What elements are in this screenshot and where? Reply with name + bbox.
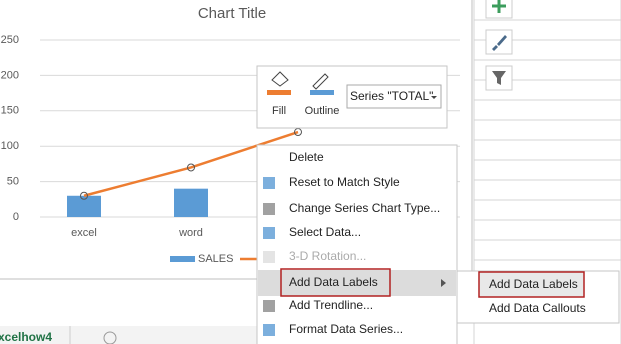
menu-item[interactable]: Format Data Series... bbox=[289, 322, 403, 336]
brush-icon bbox=[492, 35, 507, 51]
line bbox=[83, 130, 299, 197]
menu-item[interactable]: Delete bbox=[289, 150, 324, 164]
selection-handle bbox=[294, 128, 302, 137]
menu-item[interactable]: Reset to Match Style bbox=[289, 175, 400, 189]
mini-toolbar: Fill Outline Series "TOTAL" bbox=[256, 65, 448, 129]
y-tick-label: 0 bbox=[13, 211, 19, 223]
x-tick-label: word bbox=[178, 227, 203, 239]
y-tick-label: 100 bbox=[1, 140, 19, 152]
menu-item[interactable]: Select Data... bbox=[289, 225, 361, 239]
menu-icon bbox=[263, 324, 275, 336]
selection-handle bbox=[187, 163, 195, 172]
y-tick-label: 50 bbox=[7, 176, 19, 188]
fill-icon bbox=[271, 71, 289, 87]
selection-handle bbox=[80, 191, 88, 200]
new-sheet-button[interactable] bbox=[103, 331, 117, 344]
chart-title: Chart Title bbox=[198, 5, 266, 22]
red-box bbox=[478, 271, 585, 298]
chart-buttons bbox=[485, 0, 513, 91]
style-button[interactable] bbox=[485, 29, 513, 55]
menu-item[interactable]: Change Series Chart Type... bbox=[289, 201, 440, 215]
submenu-item[interactable]: Add Data Callouts bbox=[489, 301, 586, 315]
y-tick-label: 250 bbox=[1, 34, 19, 46]
y-tick-label: 200 bbox=[1, 69, 19, 81]
menu-icon bbox=[263, 251, 275, 263]
fill-color[interactable] bbox=[267, 90, 291, 95]
menu-item[interactable]: Add Trendline... bbox=[289, 298, 373, 312]
series-dropdown-text: Series "TOTAL" bbox=[350, 89, 433, 103]
outline-icon bbox=[312, 73, 329, 90]
sheet-tab[interactable]: xcelhow4 bbox=[0, 330, 52, 344]
series-dropdown[interactable] bbox=[346, 84, 442, 109]
menu-item: 3-D Rotation... bbox=[289, 249, 366, 263]
fill-label[interactable]: Fill bbox=[272, 105, 286, 117]
bar bbox=[174, 188, 208, 217]
outline-color[interactable] bbox=[310, 90, 334, 95]
menu-icon bbox=[263, 227, 275, 239]
red-box bbox=[280, 268, 391, 297]
tab-bar bbox=[0, 326, 257, 344]
plus-icon bbox=[492, 0, 506, 13]
bar bbox=[67, 195, 101, 217]
legend-label: SALES bbox=[198, 253, 233, 265]
outline-label[interactable]: Outline bbox=[305, 105, 340, 117]
x-tick-label: excel bbox=[71, 227, 97, 239]
y-tick-label: 150 bbox=[1, 105, 19, 117]
context-menu: Delete Reset to Match Style Change Series … bbox=[256, 144, 458, 344]
menu-item[interactable]: Add Data Labels bbox=[289, 275, 378, 289]
sheet-grid bbox=[473, 0, 621, 344]
menu-icon bbox=[263, 300, 275, 312]
dropdown-arrow bbox=[431, 96, 437, 99]
legend-swatch bbox=[170, 256, 195, 262]
submenu: Add Data Labels Add Data Callouts bbox=[456, 270, 620, 324]
submenu-arrow bbox=[441, 279, 446, 287]
menu-icon bbox=[263, 177, 275, 189]
menu-icon bbox=[263, 203, 275, 215]
filter-icon bbox=[492, 71, 506, 85]
submenu-item[interactable]: Add Data Labels bbox=[489, 277, 578, 291]
menu-item-highlight bbox=[258, 270, 456, 296]
